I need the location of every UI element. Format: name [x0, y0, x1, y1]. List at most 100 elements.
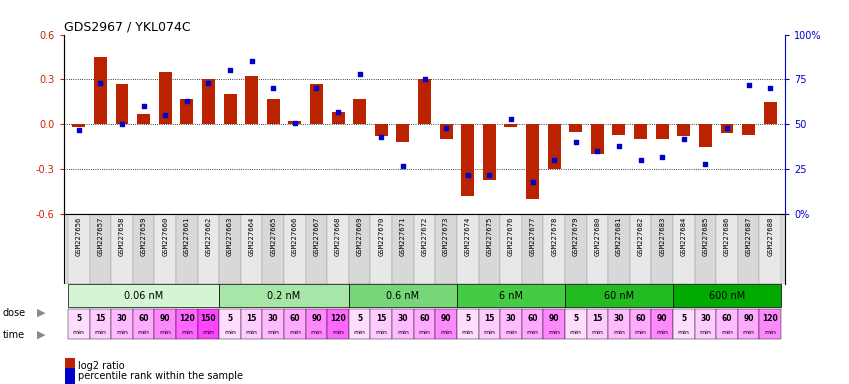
Bar: [132, 214, 155, 284]
Point: [699, 161, 712, 167]
Point: [310, 85, 323, 91]
Point: [202, 80, 216, 86]
Point: [439, 125, 453, 131]
Bar: [608, 214, 630, 284]
Text: 30: 30: [117, 314, 127, 323]
Text: GSM227657: GSM227657: [98, 216, 104, 256]
Text: 30: 30: [700, 314, 711, 323]
Text: min: min: [94, 330, 106, 335]
Bar: [630, 309, 651, 339]
Bar: [310, 84, 323, 124]
Bar: [90, 309, 111, 339]
Text: min: min: [419, 330, 430, 335]
Bar: [392, 309, 413, 339]
Bar: [68, 309, 90, 339]
Text: GSM227688: GSM227688: [767, 216, 773, 256]
Text: GSM227686: GSM227686: [724, 216, 730, 256]
Bar: [267, 99, 279, 124]
Text: 60: 60: [722, 314, 732, 323]
Bar: [738, 309, 759, 339]
Text: 30: 30: [397, 314, 408, 323]
Text: 60: 60: [419, 314, 430, 323]
Point: [720, 125, 734, 131]
Text: GSM227678: GSM227678: [551, 216, 557, 256]
Bar: [262, 309, 284, 339]
Point: [288, 119, 301, 126]
Text: 60: 60: [635, 314, 646, 323]
Text: 30: 30: [506, 314, 516, 323]
Bar: [306, 309, 327, 339]
Bar: [413, 309, 436, 339]
Bar: [717, 214, 738, 284]
Text: GSM227685: GSM227685: [702, 216, 708, 256]
Point: [223, 68, 237, 74]
Text: min: min: [116, 330, 128, 335]
Text: min: min: [526, 330, 538, 335]
Text: 90: 90: [549, 314, 559, 323]
Bar: [111, 214, 132, 284]
Point: [267, 85, 280, 91]
Point: [612, 143, 626, 149]
Text: min: min: [548, 330, 560, 335]
Text: 30: 30: [614, 314, 624, 323]
Bar: [479, 214, 500, 284]
Bar: [349, 309, 370, 339]
Bar: [764, 102, 777, 124]
Bar: [436, 214, 457, 284]
Bar: [374, 124, 388, 136]
Point: [591, 148, 604, 154]
Text: min: min: [700, 330, 711, 335]
Text: min: min: [203, 330, 215, 335]
Text: GSM227673: GSM227673: [443, 216, 449, 256]
Bar: [370, 309, 392, 339]
Bar: [180, 99, 194, 124]
Text: 0.2 nM: 0.2 nM: [267, 291, 301, 301]
Bar: [219, 285, 349, 308]
Bar: [418, 79, 431, 124]
Point: [763, 85, 777, 91]
Text: 15: 15: [246, 314, 257, 323]
Text: 150: 150: [200, 314, 216, 323]
Bar: [176, 309, 198, 339]
Bar: [223, 94, 237, 124]
Text: GSM227677: GSM227677: [530, 216, 536, 256]
Point: [374, 134, 388, 140]
Bar: [155, 309, 176, 339]
Text: GSM227664: GSM227664: [249, 216, 255, 256]
Text: min: min: [245, 330, 257, 335]
Text: min: min: [181, 330, 193, 335]
Text: 120: 120: [179, 314, 194, 323]
Bar: [132, 309, 155, 339]
Text: GSM227679: GSM227679: [573, 216, 579, 256]
Bar: [651, 309, 673, 339]
Bar: [327, 214, 349, 284]
Point: [742, 82, 756, 88]
Text: GSM227682: GSM227682: [638, 216, 644, 256]
Bar: [284, 309, 306, 339]
Bar: [570, 124, 582, 132]
Bar: [94, 57, 107, 124]
Text: min: min: [483, 330, 495, 335]
Text: dose: dose: [3, 308, 25, 318]
Text: 15: 15: [376, 314, 386, 323]
Bar: [241, 309, 262, 339]
Bar: [742, 124, 755, 135]
Bar: [565, 214, 587, 284]
Text: 5: 5: [681, 314, 686, 323]
Bar: [155, 214, 176, 284]
Point: [526, 179, 539, 185]
Point: [677, 136, 690, 142]
Text: 120: 120: [762, 314, 778, 323]
Text: 5: 5: [573, 314, 578, 323]
Text: min: min: [462, 330, 474, 335]
Bar: [284, 214, 306, 284]
Text: min: min: [267, 330, 279, 335]
Text: min: min: [440, 330, 452, 335]
Text: min: min: [375, 330, 387, 335]
Text: GSM227684: GSM227684: [681, 216, 687, 256]
Bar: [630, 214, 651, 284]
Text: 90: 90: [160, 314, 171, 323]
Bar: [327, 309, 349, 339]
Text: ▶: ▶: [37, 308, 45, 318]
Bar: [457, 309, 479, 339]
